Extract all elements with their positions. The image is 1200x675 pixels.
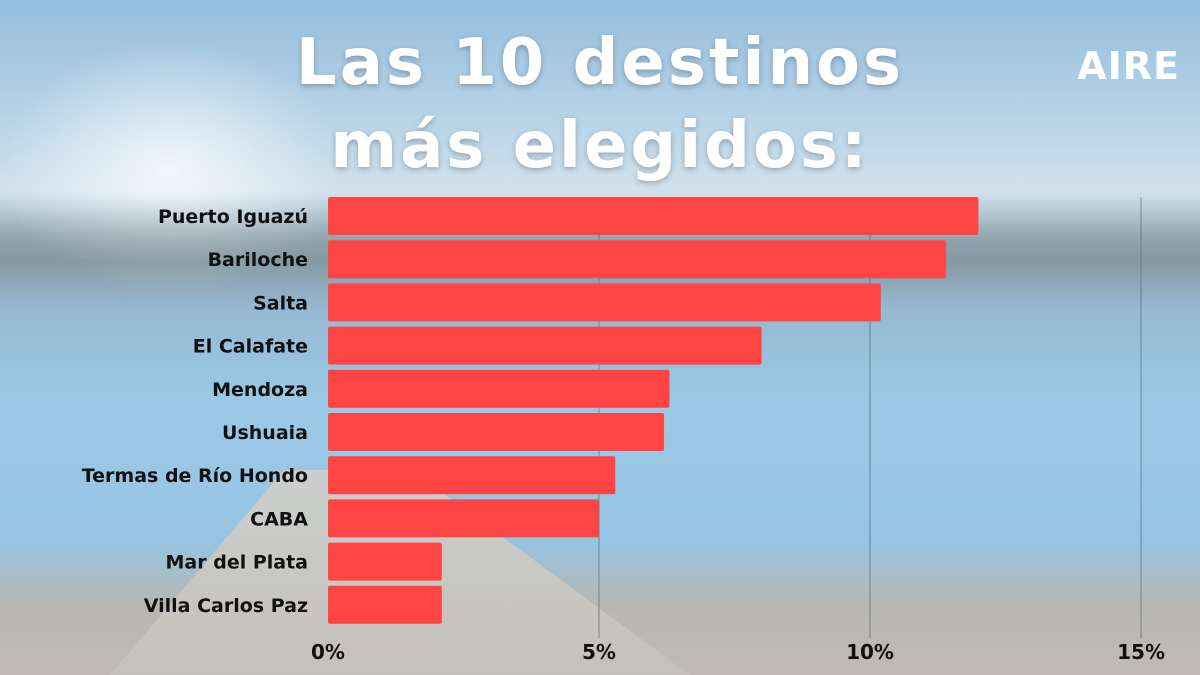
category-label: Salta bbox=[253, 292, 308, 314]
title-line-2: más elegidos: bbox=[330, 109, 870, 183]
category-label: Ushuaia bbox=[222, 422, 308, 444]
category-label: Mar del Plata bbox=[166, 552, 309, 574]
bar bbox=[328, 456, 616, 495]
category-label: CABA bbox=[250, 508, 308, 530]
bar bbox=[328, 369, 670, 408]
bar bbox=[328, 283, 881, 322]
category-label: Puerto Iguazú bbox=[158, 206, 308, 228]
bar bbox=[328, 326, 762, 365]
x-tick-label: 0% bbox=[311, 640, 345, 664]
bar bbox=[328, 499, 599, 538]
x-tick-label: 15% bbox=[1117, 640, 1165, 664]
title-line-1: Las 10 destinos bbox=[295, 26, 905, 100]
bar bbox=[328, 413, 665, 451]
x-tick-label: 5% bbox=[582, 640, 616, 664]
category-label: Termas de Río Hondo bbox=[82, 465, 308, 487]
bar bbox=[328, 542, 442, 581]
bar bbox=[328, 585, 442, 624]
category-label: Bariloche bbox=[208, 249, 308, 271]
aire-logo: AIRE bbox=[1077, 44, 1180, 88]
x-tick-label: 10% bbox=[846, 640, 894, 664]
category-label: Mendoza bbox=[212, 379, 308, 401]
chart-title: Las 10 destinos más elegidos: bbox=[0, 22, 1200, 188]
category-label: El Calafate bbox=[193, 336, 308, 358]
category-label: Villa Carlos Paz bbox=[144, 595, 308, 617]
bar bbox=[328, 197, 979, 235]
bar bbox=[328, 240, 946, 279]
